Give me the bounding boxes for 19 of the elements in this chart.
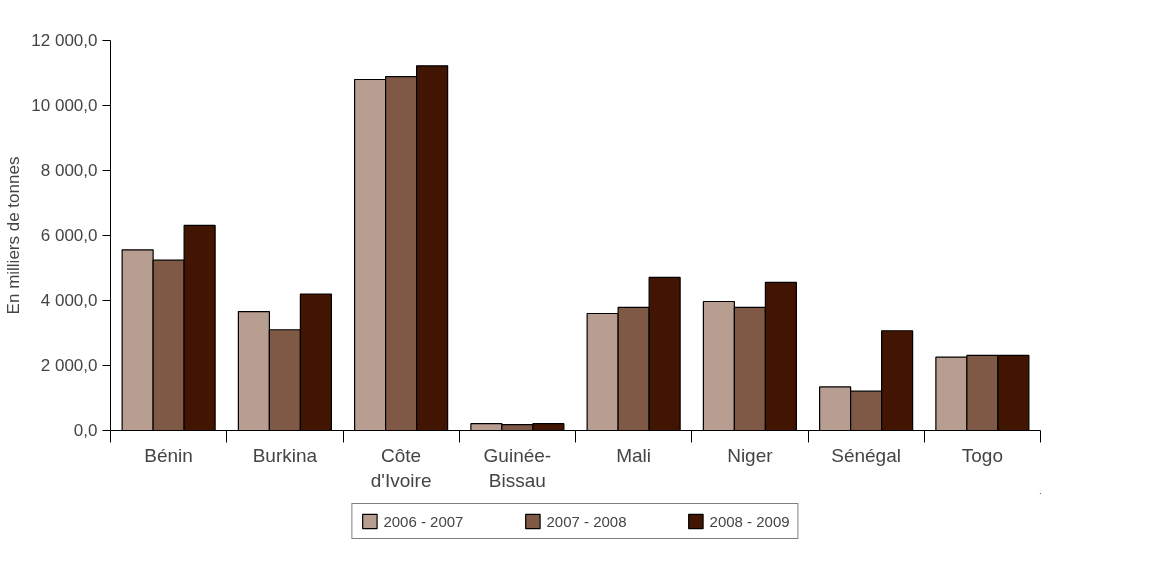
x-tick-label: Guinée-Bissau <box>483 444 552 491</box>
x-tick-label: Burkina <box>252 444 318 466</box>
y-tick-label: 8 000,0 <box>40 161 98 180</box>
y-tick-label: 6 000,0 <box>40 226 98 245</box>
x-tick-label: Côte d'Ivoire <box>370 444 432 491</box>
legend-label: 2007 - 2008 <box>546 512 627 530</box>
x-tick-label: Bénin <box>144 444 193 466</box>
y-tick-label: 2 000,0 <box>40 356 98 375</box>
y-tick-label: 10 000,0 <box>31 96 98 115</box>
legend-label: 2008 - 2009 <box>709 512 790 530</box>
x-tick-label: Sénégal <box>831 444 901 466</box>
x-tick-label: Mali <box>616 444 652 466</box>
y-axis-title: En milliers de tonnes <box>4 156 24 315</box>
x-tick-label: Niger <box>727 444 774 466</box>
y-tick-label: 4 000,0 <box>40 291 98 310</box>
y-tick-label: 12 000,0 <box>31 31 98 50</box>
x-tick-label: Togo <box>961 444 1003 466</box>
legend-label: 2006 - 2007 <box>383 512 464 530</box>
y-tick-label: 0,0 <box>73 421 98 440</box>
